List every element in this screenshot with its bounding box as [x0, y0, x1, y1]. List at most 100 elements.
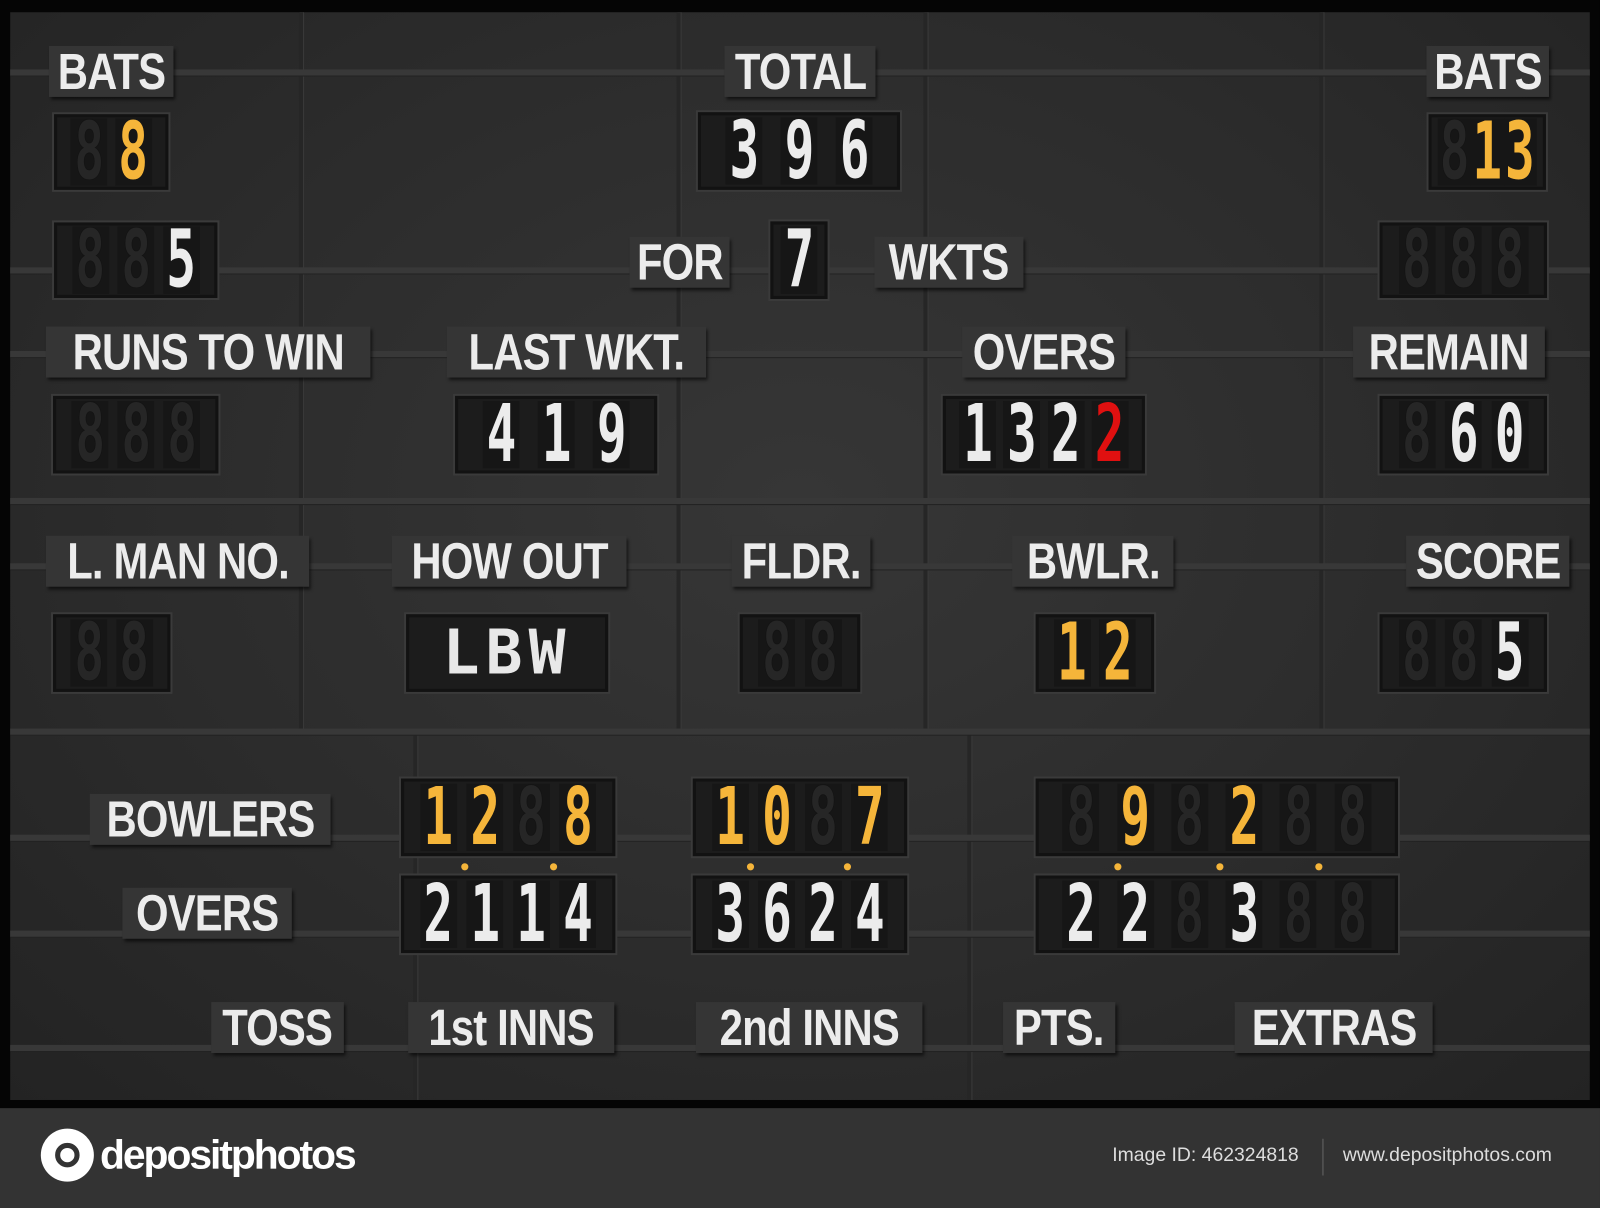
digit-slot: 2	[1099, 619, 1137, 687]
indicator-dot	[843, 863, 852, 871]
brand-logo: depositphotos	[40, 1128, 357, 1182]
digit-slot: 2	[1062, 880, 1100, 948]
digit: 1	[541, 401, 571, 469]
digit: 3	[1229, 880, 1259, 948]
digit: 7	[784, 226, 814, 294]
grid-line	[10, 497, 1590, 505]
digit: 8	[74, 619, 104, 687]
digit: 8	[1401, 619, 1432, 687]
digit: 2	[423, 880, 454, 948]
digit: 2	[808, 880, 839, 948]
digit: 7	[854, 783, 885, 852]
digit-slot: 8	[114, 118, 152, 186]
digit-slot: 2	[1225, 783, 1263, 852]
digit-slot: 6	[1444, 401, 1482, 469]
digit: 8	[166, 401, 197, 469]
digit: 8	[1283, 783, 1314, 852]
digit: 8	[119, 619, 150, 687]
digit-slot: 9	[1116, 783, 1154, 852]
digit: 1	[470, 880, 500, 948]
digit-slot: 8	[115, 619, 153, 687]
label-pts: PTS.	[1003, 1002, 1116, 1054]
digit-slot: 8	[1444, 226, 1482, 294]
digit-slot: 8	[559, 783, 597, 852]
watermark-footer: depositphotos Image ID: 462324818 www.de…	[0, 1108, 1600, 1208]
digit: 9	[1120, 783, 1151, 852]
digit-slot: 1	[1053, 619, 1091, 687]
digit-slot: 6	[758, 880, 796, 948]
digit-slot: 1	[537, 401, 575, 469]
digit-slot: 1	[711, 783, 749, 852]
digit: 8	[1401, 401, 1432, 469]
digit-slot: 2	[1047, 401, 1085, 469]
digit: 9	[784, 117, 814, 185]
digit-slot: 9	[592, 401, 630, 469]
grid-line	[10, 728, 1590, 735]
image-id: Image ID: 462324818	[1112, 1144, 1299, 1167]
digit: 8	[808, 619, 838, 687]
digit-slot: 8	[1279, 783, 1317, 852]
digit-slot: 8	[1334, 783, 1372, 852]
digit: 8	[74, 401, 105, 469]
digit: 3	[715, 880, 746, 948]
digit-slot: 8	[71, 401, 109, 469]
digit: 3	[729, 117, 759, 185]
digit-slot: 8	[163, 401, 200, 469]
digit: 0	[761, 783, 792, 852]
label-bowler-overs: OVERS	[122, 888, 292, 939]
digit-slot: 2	[419, 880, 457, 948]
digit-slot: 2	[1091, 401, 1129, 469]
camera-icon	[40, 1128, 94, 1182]
label-1st-inns: 1st INNS	[408, 1002, 615, 1054]
digit: 8	[516, 783, 547, 852]
indicator-dot	[461, 863, 469, 871]
digit: 8	[762, 619, 792, 687]
digit-slot: 9	[780, 117, 818, 185]
digit: 4	[563, 880, 593, 948]
digit-slot: 1	[419, 783, 457, 852]
digit: 3	[1006, 401, 1037, 469]
digit-slot: 3	[725, 117, 763, 185]
digit: 5	[1494, 619, 1525, 687]
label-toss: TOSS	[211, 1002, 344, 1054]
digit: 8	[808, 783, 839, 852]
digit: 2	[1051, 401, 1081, 469]
digit-slot: 8	[71, 226, 109, 294]
label-wkts: WKTS	[874, 236, 1024, 288]
digit-slot: 8	[1062, 783, 1100, 852]
label-overs: OVERS	[962, 326, 1126, 378]
digit-slot: 1	[1470, 118, 1504, 186]
digit: 8	[1401, 226, 1432, 294]
digit: 8	[74, 118, 104, 186]
digit-slot: 5	[1491, 619, 1529, 687]
digit: 4	[486, 401, 516, 469]
digit: 1	[715, 783, 746, 852]
digit: 5	[166, 226, 196, 294]
digit-slot: 1	[959, 401, 997, 469]
label-bwlr: BWLR.	[1012, 536, 1174, 587]
label-remain: REMAIN	[1353, 326, 1545, 378]
digit: 2	[1066, 880, 1096, 948]
digit: 3	[1505, 118, 1536, 186]
digit: 4	[854, 880, 885, 948]
indicator-dot	[1216, 863, 1224, 871]
wickets-display: 7	[770, 221, 828, 299]
digit: 1	[962, 401, 993, 469]
digit: 8	[1066, 783, 1096, 852]
digit: 8	[1283, 880, 1314, 948]
digit-slot: 2	[804, 880, 842, 948]
label-fldr: FLDR.	[731, 536, 871, 587]
digit-slot: 8	[1444, 619, 1482, 687]
digit: 2	[1120, 880, 1151, 948]
digit-slot: 7	[780, 226, 818, 294]
